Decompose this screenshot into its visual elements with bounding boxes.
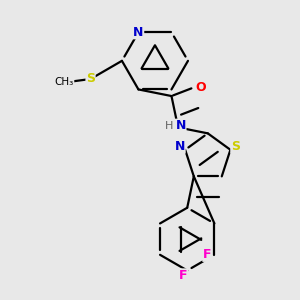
Text: F: F bbox=[179, 269, 188, 282]
Text: O: O bbox=[195, 81, 206, 94]
Text: N: N bbox=[133, 26, 144, 39]
Text: F: F bbox=[203, 248, 212, 261]
Text: CH₃: CH₃ bbox=[55, 77, 74, 87]
Text: S: S bbox=[86, 73, 95, 85]
Text: S: S bbox=[231, 140, 240, 153]
Text: N: N bbox=[175, 140, 185, 153]
Text: N: N bbox=[176, 119, 186, 132]
Text: H: H bbox=[165, 121, 173, 131]
